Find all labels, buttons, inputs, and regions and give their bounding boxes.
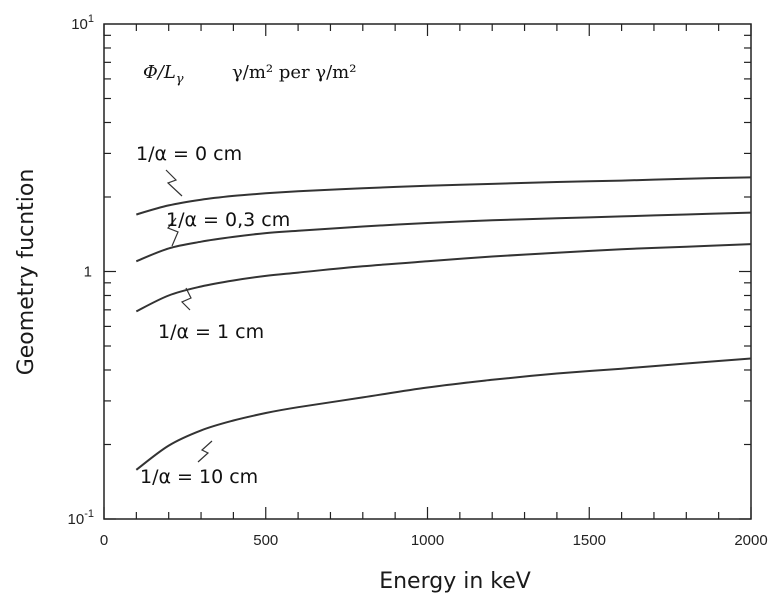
leader-line-2 <box>167 217 179 247</box>
y-tick-label: 1 <box>84 264 92 281</box>
series-line-4 <box>135 357 752 471</box>
series-annotation-1: 1/α = 0 cm <box>136 143 242 165</box>
axis-ticks <box>103 24 752 520</box>
y-tick-label: 101 <box>71 13 94 33</box>
leader-line-4 <box>197 440 213 463</box>
series-annotation-3: 1/α = 1 cm <box>158 321 264 343</box>
x-tick-label: 1000 <box>411 532 444 549</box>
y-tick-label: 10-1 <box>68 508 94 528</box>
x-tick-label: 2000 <box>734 532 767 549</box>
series-lines <box>135 176 752 471</box>
x-tick-label: 500 <box>253 532 278 549</box>
unit-note-text-a: γ/m² per <box>232 62 315 83</box>
axis-tick-labels: 0 500 1000 1500 2000 101 10-1 1 <box>68 13 768 549</box>
series-annotation-4: 1/α = 10 cm <box>140 466 258 488</box>
y-axis-title: Geometry fucntion <box>14 169 39 376</box>
series-line-3 <box>135 243 752 313</box>
unit-note-quantity-sub: γ <box>176 72 184 87</box>
x-tick-label: 1500 <box>573 532 606 549</box>
unit-note-text-b: γ/m² <box>315 62 356 83</box>
leader-line-1 <box>165 169 183 197</box>
x-tick-label: 0 <box>100 532 108 549</box>
leader-line-3 <box>180 287 192 311</box>
series-annotations: 1/α = 0 cm 1/α = 0,3 cm 1/α = 1 cm 1/α = 10… <box>136 143 290 488</box>
unit-note-quantity: Φ/L <box>143 62 176 83</box>
unit-note: Φ/Lγ γ/m² per γ/m² <box>143 62 356 87</box>
plot-frame <box>103 23 752 520</box>
label-leaders <box>165 169 213 463</box>
series-line-2 <box>135 211 752 263</box>
x-axis-title: Energy in keV <box>379 569 531 594</box>
series-line-1 <box>136 176 752 216</box>
series-annotation-2: 1/α = 0,3 cm <box>166 209 290 231</box>
